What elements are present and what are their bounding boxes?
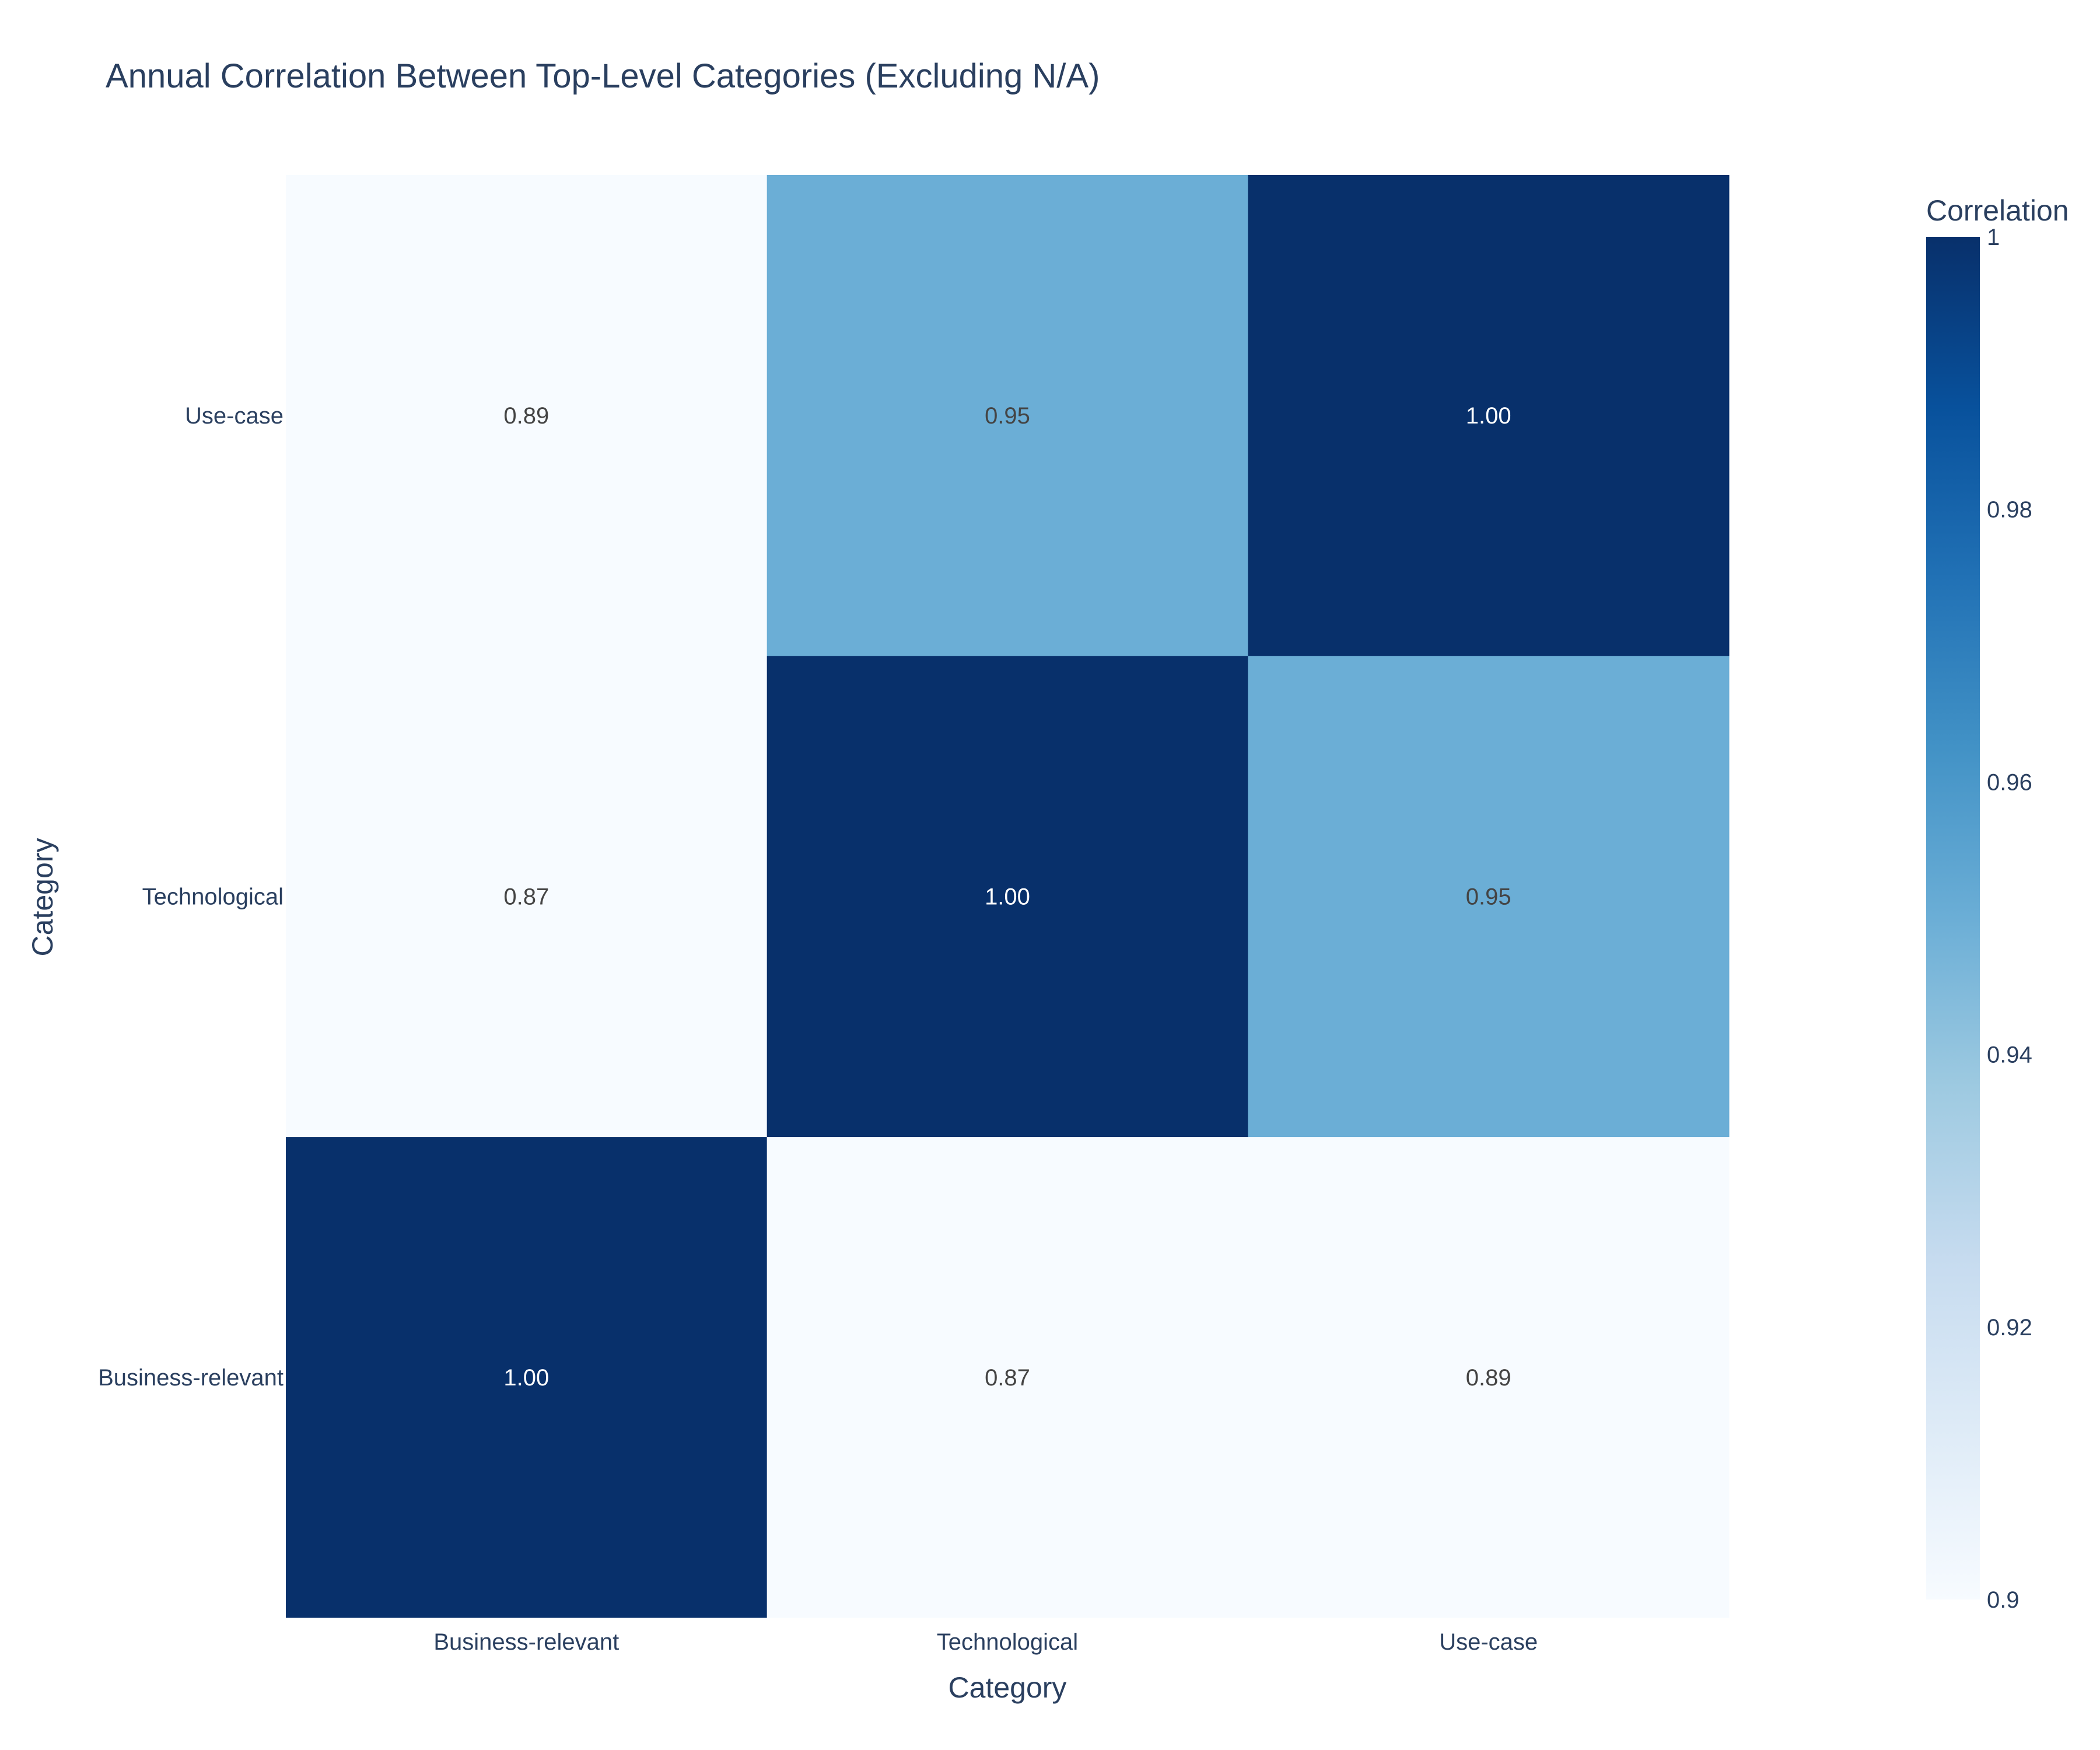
heatmap-cell xyxy=(766,1136,1248,1618)
heatmap-cell xyxy=(1248,1136,1730,1618)
x-axis-ticks: Business-relevant Technological Use-case xyxy=(433,1629,1538,1655)
colorbar-tick-label: 0.92 xyxy=(1987,1315,2032,1340)
y-tick-label: Use-case xyxy=(185,403,284,429)
heatmap-cell xyxy=(1248,656,1730,1138)
heatmap-cell xyxy=(766,656,1248,1138)
colorbar-gradient xyxy=(1926,237,1980,1600)
colorbar-tick-label: 0.96 xyxy=(1987,769,2032,795)
x-tick-label: Technological xyxy=(937,1629,1078,1655)
colorbar-title: Correlation xyxy=(1926,194,2069,227)
x-axis-title: Category xyxy=(949,1671,1067,1704)
x-tick-label: Business-relevant xyxy=(433,1629,619,1655)
heatmap-cell-label: 0.89 xyxy=(1466,1365,1511,1391)
x-tick-label: Use-case xyxy=(1439,1629,1538,1655)
heatmap-cell-label: 0.95 xyxy=(985,403,1030,429)
heatmap-cell xyxy=(286,1136,768,1618)
heatmap-cell-label: 0.87 xyxy=(985,1365,1030,1391)
y-tick-label: Technological xyxy=(142,884,284,910)
y-tick-label: Business-relevant xyxy=(98,1365,284,1391)
y-axis-title: Category xyxy=(26,838,59,957)
heatmap-cell-label: 1.00 xyxy=(985,884,1030,910)
heatmap-cell xyxy=(286,175,768,656)
heatmap-cell xyxy=(766,175,1248,656)
heatmap-cell-label: 1.00 xyxy=(1466,403,1511,429)
heatmap-cell-label: 0.95 xyxy=(1466,884,1511,910)
heatmap-cells xyxy=(286,175,1730,1618)
colorbar: Correlation 0.9 0.92 0.94 0.96 0.98 1 xyxy=(1926,194,2069,1613)
colorbar-ticks: 0.9 0.92 0.94 0.96 0.98 1 xyxy=(1987,225,2032,1613)
colorbar-tick-label: 0.98 xyxy=(1987,497,2032,523)
heatmap-cell-label: 0.89 xyxy=(503,403,549,429)
colorbar-tick-label: 0.9 xyxy=(1987,1587,2020,1613)
chart-title: Annual Correlation Between Top-Level Cat… xyxy=(106,57,1100,95)
y-axis-ticks: Business-relevant Technological Use-case xyxy=(98,403,284,1391)
colorbar-tick-label: 0.94 xyxy=(1987,1042,2032,1068)
heatmap-cell-label: 0.87 xyxy=(503,884,549,910)
heatmap-cell-labels: 1.00 0.87 0.89 0.87 1.00 0.95 0.89 0.95 1.00 xyxy=(503,403,1511,1391)
heatmap-cell xyxy=(286,656,768,1138)
colorbar-tick-label: 1 xyxy=(1987,225,2000,250)
heatmap-cell-label: 1.00 xyxy=(503,1365,549,1391)
heatmap-cell xyxy=(1248,175,1730,656)
